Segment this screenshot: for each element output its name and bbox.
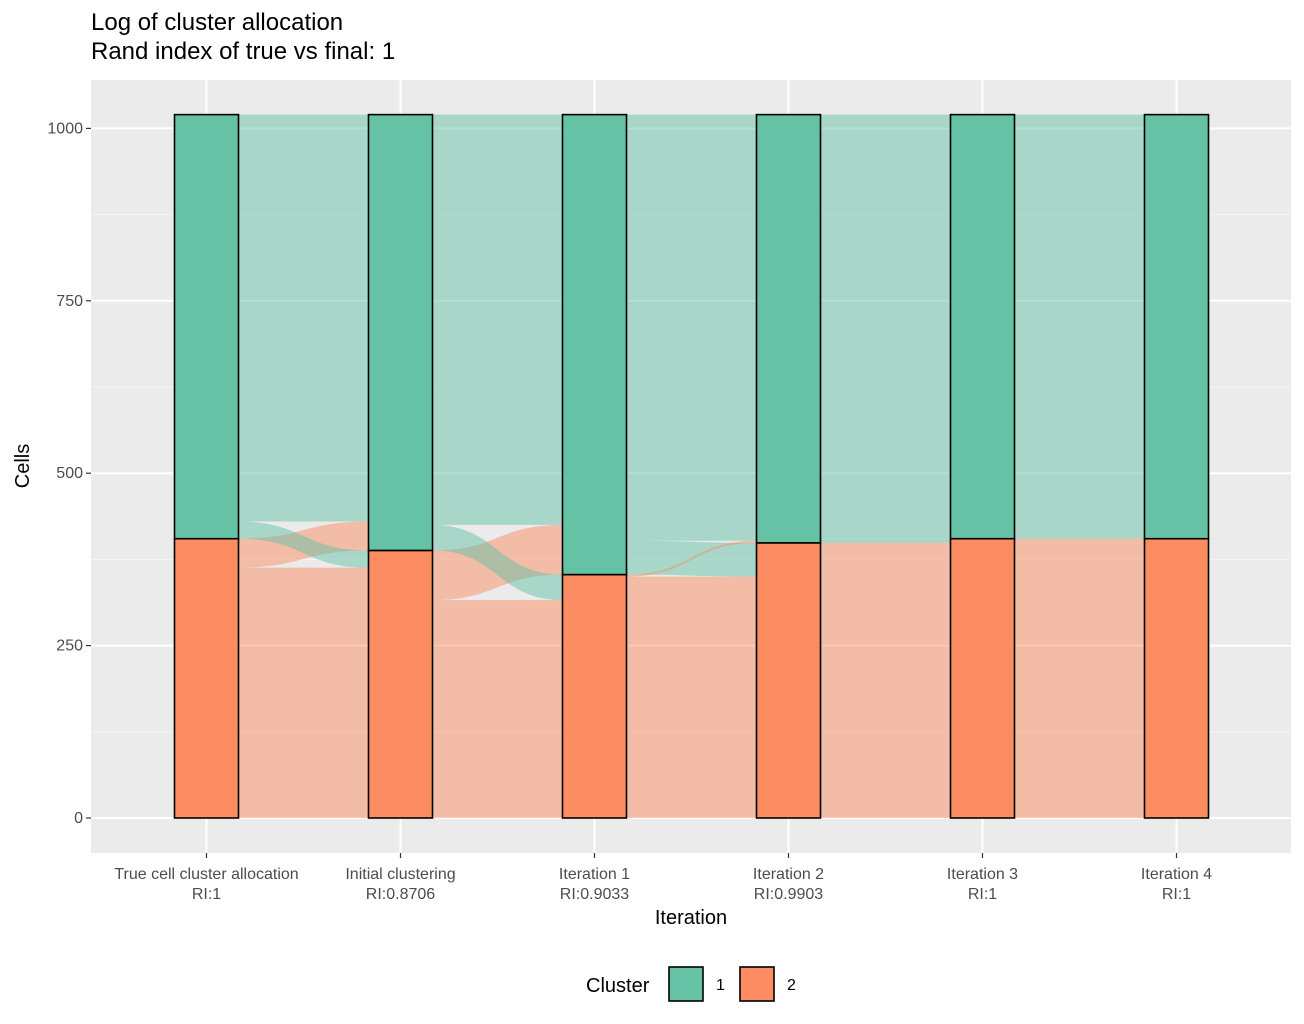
bar-segment-cluster-2 xyxy=(367,549,434,819)
chart-title: Log of cluster allocation xyxy=(91,9,344,36)
flow-band xyxy=(1014,538,1145,818)
y-tick-label: 750 xyxy=(56,293,83,310)
bar-segment-cluster-1 xyxy=(949,113,1016,540)
y-axis-ticks: 0 250 500 750 1000 xyxy=(47,120,91,827)
bar-segment-cluster-1 xyxy=(367,113,434,552)
y-axis-title: Cells xyxy=(12,444,34,488)
x-tick-rand-index: RI:1 xyxy=(192,886,221,903)
y-tick-label: 1000 xyxy=(47,120,83,137)
stacked-bars xyxy=(173,113,1210,819)
y-tick-label: 0 xyxy=(74,810,83,827)
x-tick-rand-index: RI:1 xyxy=(968,886,997,903)
x-axis-ticks: True cell cluster allocation RI:1 Initial … xyxy=(114,853,1212,903)
flow-band xyxy=(820,114,951,539)
bar-segment-cluster-2 xyxy=(561,573,628,819)
x-axis-title: Iteration xyxy=(655,907,727,929)
flow-band xyxy=(626,114,757,541)
flow-band xyxy=(626,540,757,577)
x-tick-label: Iteration 4 xyxy=(1141,866,1212,883)
x-tick-label: Iteration 3 xyxy=(947,866,1018,883)
flow-band xyxy=(238,521,369,568)
flow-band xyxy=(1014,114,1145,539)
bar-segment-cluster-1 xyxy=(173,113,240,540)
x-tick-label: Initial clustering xyxy=(345,866,455,883)
legend-key-cluster-2 xyxy=(739,966,775,1002)
y-tick-label: 500 xyxy=(56,465,83,482)
flow-band xyxy=(820,542,951,818)
bar-segment-cluster-2 xyxy=(173,537,240,819)
x-tick-rand-index: RI:0.8706 xyxy=(366,886,435,903)
bar-segment-cluster-2 xyxy=(949,537,1016,819)
flow-band xyxy=(238,114,369,522)
flow-band xyxy=(238,567,369,818)
flow-band xyxy=(432,524,563,601)
title-block: Log of cluster allocation Rand index of … xyxy=(91,8,395,66)
y-tick-label: 250 xyxy=(56,638,83,655)
x-tick-rand-index: RI:0.9903 xyxy=(754,886,823,903)
x-tick-rand-index: RI:1 xyxy=(1162,886,1191,903)
legend-label: 2 xyxy=(787,977,796,994)
flow-band xyxy=(432,114,563,525)
x-tick-rand-index: RI:0.9033 xyxy=(560,886,629,903)
bar-segment-cluster-1 xyxy=(561,113,628,576)
legend-title: Cluster xyxy=(586,975,650,997)
chart-subtitle: Rand index of true vs final: 1 xyxy=(91,38,396,65)
flow-bands xyxy=(238,114,1145,818)
x-tick-label: Iteration 1 xyxy=(559,866,630,883)
flow-band xyxy=(626,576,757,818)
legend-key-cluster-1 xyxy=(668,966,704,1002)
flow-band xyxy=(432,600,563,818)
legend: Cluster 1 2 xyxy=(586,966,796,1002)
x-tick-label: Iteration 2 xyxy=(753,866,824,883)
bar-segment-cluster-1 xyxy=(755,113,822,544)
x-tick-label: True cell cluster allocation xyxy=(114,866,298,883)
bar-segment-cluster-2 xyxy=(755,542,822,819)
bar-segment-cluster-2 xyxy=(1143,537,1210,819)
legend-label: 1 xyxy=(716,977,725,994)
bar-segment-cluster-1 xyxy=(1143,113,1210,540)
flow-band xyxy=(820,538,951,543)
